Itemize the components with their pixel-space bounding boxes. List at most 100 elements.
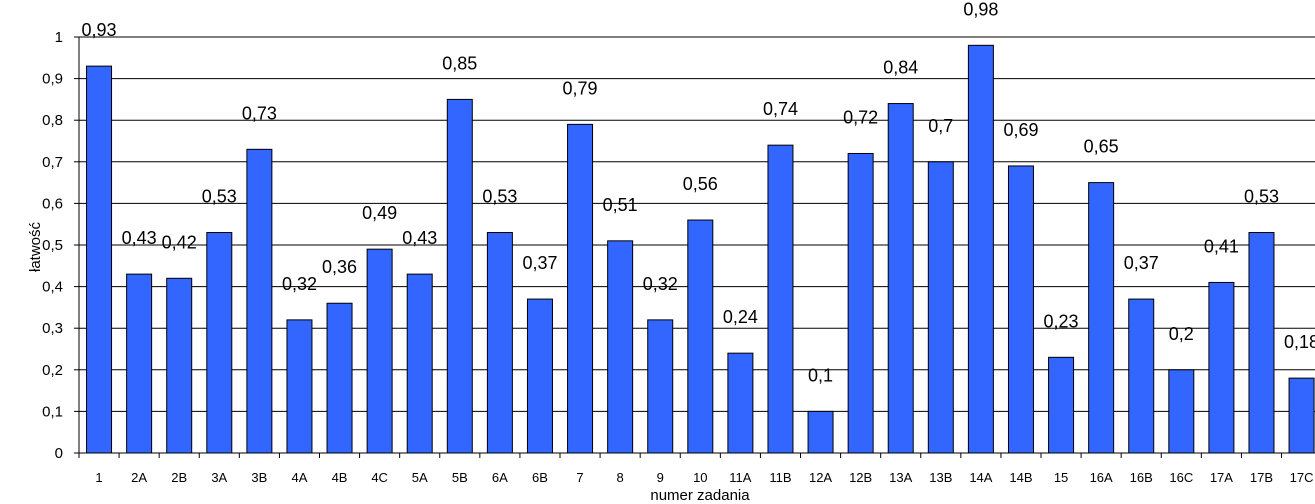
- bar-3A: [206, 232, 233, 454]
- x-tick-label: 16B: [1130, 470, 1153, 485]
- y-tick-label: 0,5: [42, 237, 63, 254]
- y-tick-label: 0,9: [42, 71, 63, 88]
- bar-16C: [1168, 369, 1195, 454]
- x-tick-label: 14A: [969, 470, 992, 485]
- y-tick-label: 0,7: [42, 154, 63, 171]
- value-label: 0,72: [843, 107, 878, 127]
- bar-2A: [126, 273, 153, 454]
- value-label: 0,36: [322, 257, 357, 277]
- value-label: 0,69: [1003, 120, 1038, 140]
- y-tick-label: 0,2: [42, 362, 63, 379]
- bar-6B: [526, 298, 553, 454]
- axes: [74, 36, 1315, 458]
- x-tick-label: 11A: [729, 470, 751, 485]
- x-tick-label: 2A: [131, 470, 147, 485]
- value-label: 0,93: [82, 20, 117, 40]
- value-label: 0,32: [282, 274, 317, 294]
- value-label: 0,74: [763, 99, 798, 119]
- bar-10: [687, 219, 714, 454]
- x-tick-label: 6A: [492, 470, 508, 485]
- value-label: 0,7: [928, 116, 953, 136]
- value-label: 0,84: [883, 58, 918, 78]
- y-tick-label: 0,8: [42, 112, 63, 129]
- bar-1: [86, 65, 113, 454]
- y-tick-label: 1: [55, 29, 63, 46]
- value-label: 0,2: [1169, 324, 1194, 344]
- bar-11B: [767, 144, 794, 454]
- bar-5B: [446, 98, 473, 454]
- value-label: 0,1: [808, 365, 833, 385]
- bar-13A: [887, 103, 914, 454]
- value-label: 0,23: [1044, 311, 1079, 331]
- value-label: 0,41: [1204, 236, 1239, 256]
- bar-14B: [1007, 165, 1034, 454]
- bar-5A: [406, 273, 433, 454]
- bar-16A: [1088, 182, 1115, 454]
- x-tick-label: 2B: [171, 470, 187, 485]
- x-tick-label: 12B: [849, 470, 872, 485]
- tick-labels: 00,10,20,30,40,50,60,70,80,911 2A 2B 3A 3B 4A…: [42, 29, 1313, 485]
- bar-4B: [326, 302, 353, 454]
- bar-12A: [807, 410, 834, 454]
- bar-8: [607, 240, 634, 454]
- y-tick-label: 0,1: [42, 403, 63, 420]
- y-tick-label: 0,3: [42, 320, 63, 337]
- bar-13B: [927, 161, 954, 454]
- x-tick-label: 13B: [929, 470, 952, 485]
- x-tick-label: 4B: [332, 470, 348, 485]
- value-label: 0,37: [1124, 253, 1159, 273]
- bar-2B: [166, 277, 193, 454]
- x-tick-label: 7: [576, 470, 583, 485]
- x-tick-label: 4C: [371, 470, 388, 485]
- bar-4C: [366, 248, 393, 454]
- x-tick-label: 16A: [1090, 470, 1113, 485]
- x-axis-label: numer zadania: [650, 487, 750, 504]
- y-tick-label: 0,4: [42, 279, 63, 296]
- x-tick-label: 9: [657, 470, 664, 485]
- x-tick-label: 14B: [1009, 470, 1032, 485]
- y-tick-label: 0,6: [42, 195, 63, 212]
- x-tick-label: 12A: [809, 470, 832, 485]
- x-tick-label: 1: [95, 470, 102, 485]
- bar-6A: [486, 232, 513, 454]
- value-label: 0,51: [603, 195, 638, 215]
- bar-14A: [967, 44, 994, 454]
- value-label: 0,49: [362, 203, 397, 223]
- value-label: 0,53: [482, 187, 517, 207]
- value-label: 0,18: [1284, 332, 1315, 352]
- bar-17A: [1208, 281, 1235, 454]
- x-tick-label: 4A: [292, 470, 308, 485]
- x-tick-label: 8: [617, 470, 624, 485]
- value-label: 0,56: [683, 174, 718, 194]
- bar-11A: [727, 352, 754, 454]
- value-label: 0,73: [242, 103, 277, 123]
- x-tick-label: 15: [1054, 470, 1068, 485]
- bar-15: [1048, 356, 1075, 454]
- value-label: 0,43: [402, 228, 437, 248]
- value-label: 0,37: [522, 253, 557, 273]
- value-label: 0,43: [122, 228, 157, 248]
- bar-4A: [286, 319, 313, 454]
- bar-12B: [847, 152, 874, 454]
- value-labels: 0,930,43 0,420,530,730,320,360,490,430,85…: [82, 0, 1315, 385]
- bar-17C: [1288, 377, 1315, 454]
- x-tick-label: 5B: [452, 470, 468, 485]
- x-tick-label: 3A: [211, 470, 227, 485]
- y-tick-label: 0: [55, 445, 63, 462]
- value-label: 0,79: [563, 78, 598, 98]
- x-tick-label: 6B: [532, 470, 548, 485]
- value-label: 0,65: [1084, 137, 1119, 157]
- bar-7: [567, 123, 594, 454]
- value-label: 0,32: [643, 274, 678, 294]
- value-label: 0,85: [442, 53, 477, 73]
- value-label: 0,24: [723, 307, 758, 327]
- bar-3B: [246, 148, 273, 454]
- x-tick-label: 17B: [1250, 470, 1273, 485]
- value-label: 0,53: [1244, 187, 1279, 207]
- x-tick-label: 11B: [769, 470, 791, 485]
- x-tick-label: 5A: [412, 470, 428, 485]
- bars: [86, 44, 1315, 454]
- bar-9: [647, 319, 674, 454]
- value-label: 0,98: [963, 0, 998, 19]
